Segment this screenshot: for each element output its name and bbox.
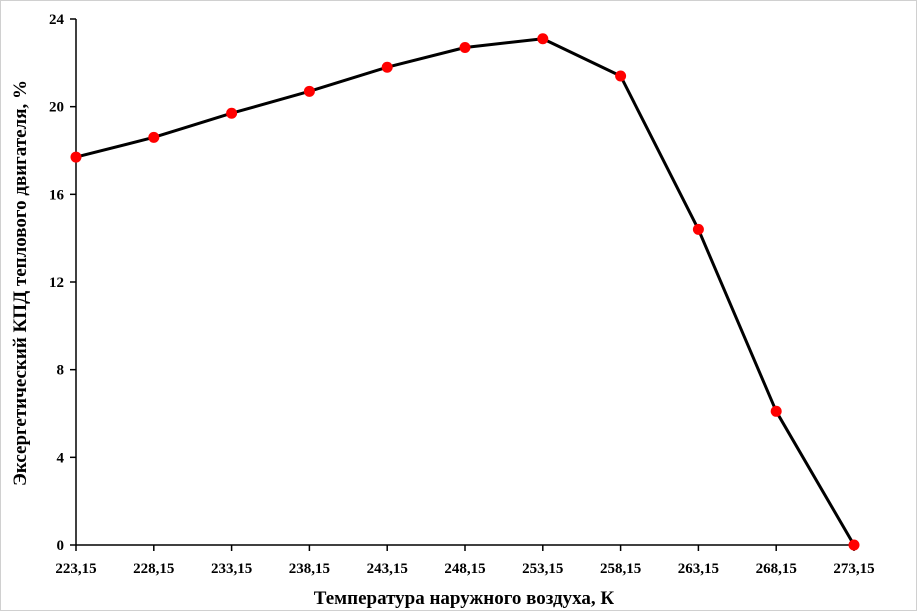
data-point bbox=[692, 223, 704, 235]
x-tick-label: 258,15 bbox=[600, 561, 641, 577]
y-tick-label: 4 bbox=[57, 450, 65, 466]
data-point bbox=[381, 61, 393, 73]
data-point bbox=[459, 41, 471, 53]
data-point bbox=[226, 107, 238, 119]
y-tick-label: 20 bbox=[49, 100, 64, 116]
x-tick-label: 273,15 bbox=[833, 561, 874, 577]
y-tick-label: 8 bbox=[57, 363, 65, 379]
series-line bbox=[75, 37, 856, 546]
x-tick-label: 253,15 bbox=[522, 561, 563, 577]
data-point bbox=[537, 33, 549, 45]
x-tick-label: 248,15 bbox=[444, 561, 485, 577]
data-point bbox=[70, 151, 82, 163]
x-tick-label: 263,15 bbox=[678, 561, 719, 577]
axes bbox=[70, 18, 855, 551]
x-tick-label: 228,15 bbox=[133, 561, 174, 577]
x-tick-label: 268,15 bbox=[756, 561, 797, 577]
y-tick-label: 12 bbox=[49, 275, 64, 291]
x-tick-label: 223,15 bbox=[55, 561, 96, 577]
data-point bbox=[848, 539, 860, 551]
series-group bbox=[70, 33, 860, 551]
data-point bbox=[303, 85, 315, 97]
x-tick-label: 233,15 bbox=[211, 561, 252, 577]
labels-group: 0 4 8 12 16 20 24 223,15 228,15 233,15 238,15 243,1… bbox=[49, 12, 875, 577]
y-tick-label: 16 bbox=[49, 187, 65, 203]
x-axis-title: Температура наружного воздуха, К bbox=[314, 588, 615, 609]
x-tick-label: 238,15 bbox=[289, 561, 330, 577]
y-tick-label: 24 bbox=[49, 12, 65, 28]
y-tick-label: 0 bbox=[57, 538, 65, 554]
y-axis-title: Эксергетический КПД теплового двигателя,… bbox=[10, 80, 31, 486]
x-tick-label: 243,15 bbox=[367, 561, 408, 577]
data-point bbox=[148, 131, 160, 143]
data-point bbox=[615, 70, 627, 82]
data-point bbox=[770, 405, 782, 417]
